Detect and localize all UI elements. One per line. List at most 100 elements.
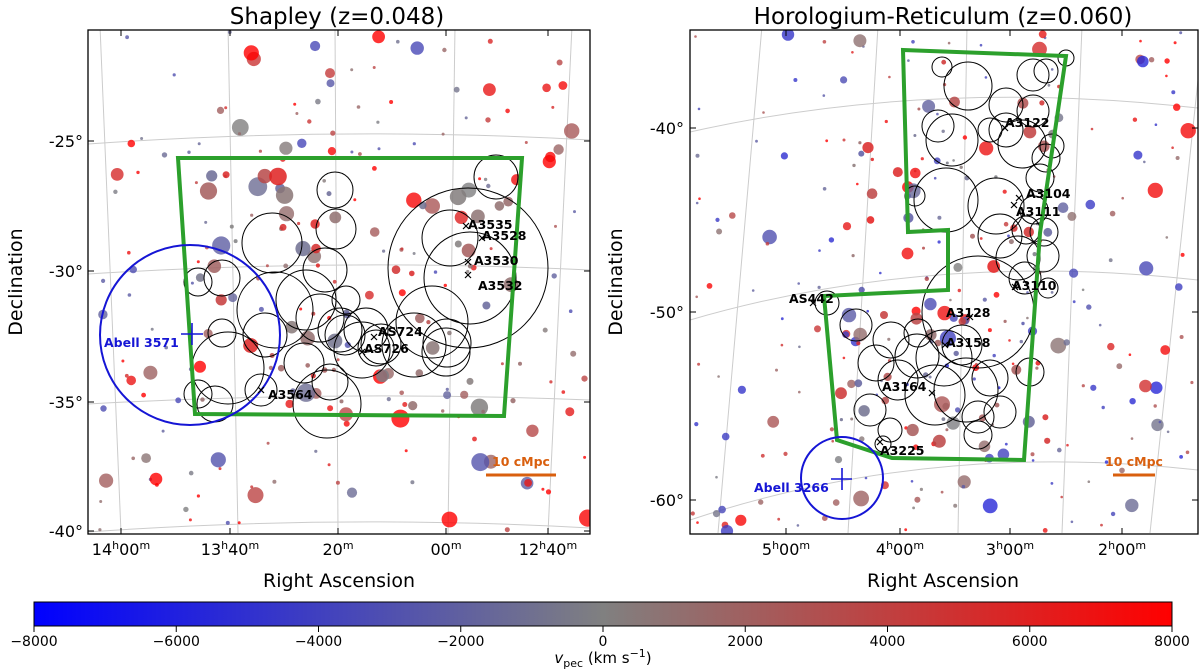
cluster-cross bbox=[478, 234, 486, 242]
galaxy-point bbox=[215, 294, 227, 306]
galaxy-point bbox=[1148, 57, 1155, 63]
galaxy-point bbox=[275, 186, 294, 204]
galaxy-point bbox=[858, 286, 865, 293]
galaxy-point bbox=[695, 201, 699, 205]
galaxy-point bbox=[140, 137, 144, 140]
reference-cluster-label: Abell 3266 bbox=[754, 480, 829, 495]
galaxy-point bbox=[949, 298, 952, 302]
galaxy-point bbox=[936, 112, 939, 116]
galaxy-point bbox=[1090, 384, 1097, 391]
galaxy-point bbox=[979, 141, 994, 156]
galaxy-point bbox=[822, 40, 827, 44]
galaxy-point bbox=[1165, 74, 1168, 78]
cluster-cross bbox=[464, 258, 472, 266]
galaxy-point bbox=[941, 417, 946, 421]
galaxy-point bbox=[1151, 418, 1164, 432]
galaxy-point bbox=[854, 379, 863, 388]
galaxy-point bbox=[751, 289, 755, 292]
galaxy-point bbox=[1030, 452, 1035, 457]
galaxy-point bbox=[997, 448, 1010, 461]
cluster-label: A3528 bbox=[482, 228, 526, 243]
galaxy-point bbox=[195, 273, 205, 282]
galaxy-point bbox=[471, 209, 485, 224]
ra-grid-line bbox=[99, 30, 122, 534]
galaxy-point bbox=[573, 210, 576, 214]
galaxy-point bbox=[888, 75, 891, 79]
galaxy-point bbox=[335, 480, 340, 485]
galaxy-point bbox=[697, 362, 701, 366]
galaxy-point bbox=[472, 436, 477, 442]
galaxy-point bbox=[797, 282, 800, 285]
cluster-aperture bbox=[839, 308, 873, 342]
galaxy-point bbox=[350, 150, 354, 154]
galaxy-point bbox=[441, 511, 458, 528]
galaxy-point bbox=[377, 147, 381, 151]
cluster-aperture bbox=[295, 293, 345, 343]
galaxy-point bbox=[297, 221, 301, 226]
ra-grid-line bbox=[717, 30, 763, 534]
colorbar-label: vpec (km s−1) bbox=[554, 647, 651, 670]
cluster-aperture bbox=[292, 369, 362, 439]
galaxy-point bbox=[928, 375, 932, 379]
galaxy-point bbox=[542, 83, 551, 93]
galaxy-point bbox=[445, 387, 449, 391]
cluster-aperture bbox=[877, 417, 903, 443]
galaxy-point bbox=[1050, 291, 1054, 294]
cluster-label: A3128 bbox=[946, 305, 990, 320]
galaxy-point bbox=[853, 34, 867, 48]
galaxy-point bbox=[386, 397, 391, 402]
cluster-aperture bbox=[1016, 94, 1050, 128]
galaxy-point bbox=[310, 219, 320, 229]
galaxy-point bbox=[1130, 437, 1134, 440]
galaxy-point bbox=[1026, 316, 1029, 320]
cluster-aperture bbox=[904, 364, 966, 426]
ra-grid-line bbox=[334, 30, 339, 534]
galaxy-point bbox=[1038, 30, 1047, 39]
galaxy-point bbox=[487, 38, 493, 44]
galaxy-point bbox=[1019, 339, 1023, 344]
galaxy-point bbox=[372, 30, 385, 44]
galaxy-point bbox=[399, 390, 405, 396]
galaxy-point bbox=[412, 142, 416, 146]
galaxy-point bbox=[453, 86, 460, 93]
cluster-label: AS726 bbox=[364, 341, 409, 356]
galaxy-point bbox=[907, 59, 910, 62]
galaxy-point bbox=[941, 129, 945, 133]
galaxy-point bbox=[350, 68, 354, 72]
galaxy-point bbox=[1100, 523, 1103, 527]
grid-lines-shapley bbox=[88, 30, 590, 534]
cluster-marker bbox=[1001, 124, 1009, 132]
cluster-aperture bbox=[1033, 58, 1059, 84]
dec-grid-line bbox=[690, 96, 1198, 133]
cluster-label: A3110 bbox=[1012, 278, 1057, 293]
galaxy-point bbox=[100, 405, 107, 412]
galaxy-point bbox=[216, 106, 225, 114]
x-tick-label: 13h40m bbox=[201, 539, 259, 559]
galaxy-point bbox=[1133, 150, 1143, 160]
cluster-aperture bbox=[423, 231, 517, 325]
galaxy-point bbox=[994, 402, 1000, 408]
galaxy-point bbox=[758, 499, 764, 505]
cluster-aperture bbox=[331, 285, 361, 315]
galaxy-point bbox=[913, 134, 917, 137]
galaxy-point bbox=[715, 217, 720, 222]
galaxy-point bbox=[466, 377, 474, 385]
galaxy-point bbox=[222, 171, 230, 179]
galaxy-point bbox=[121, 359, 125, 363]
galaxy-point bbox=[978, 440, 991, 453]
galaxy-point bbox=[715, 475, 718, 479]
galaxy-point bbox=[110, 168, 124, 181]
galaxy-point bbox=[1173, 41, 1177, 45]
galaxy-point bbox=[892, 167, 903, 178]
galaxy-point bbox=[737, 385, 747, 394]
galaxy-point bbox=[126, 375, 136, 386]
cluster-aperture bbox=[971, 359, 1009, 397]
galaxy-point bbox=[1042, 528, 1048, 533]
cluster-cross bbox=[928, 389, 936, 397]
galaxy-point bbox=[953, 503, 958, 508]
cluster-aperture bbox=[183, 379, 213, 409]
galaxy-point bbox=[194, 181, 198, 185]
x-tick-label: 4h00m bbox=[876, 539, 924, 559]
galaxy-point bbox=[858, 141, 862, 145]
